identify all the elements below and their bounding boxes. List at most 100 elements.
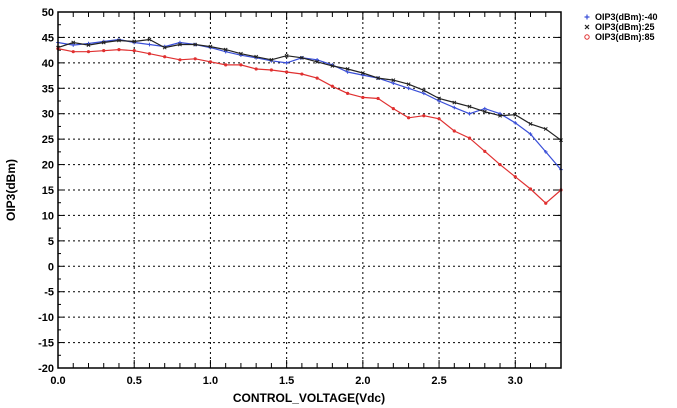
data-point	[361, 95, 365, 100]
legend-item: OIP3(dBm):-40	[584, 12, 658, 22]
data-point	[193, 42, 198, 47]
legend-marker	[584, 34, 590, 40]
data-point	[391, 81, 396, 85]
data-point	[528, 187, 533, 191]
data-point	[391, 107, 395, 111]
data-point	[269, 68, 273, 72]
data-point	[117, 48, 121, 52]
data-point	[528, 121, 533, 126]
data-point	[86, 43, 91, 48]
x-tick-label: 1.0	[203, 375, 218, 387]
data-point	[208, 44, 213, 49]
series-line	[57, 38, 562, 171]
data-point	[285, 70, 289, 74]
y-tick-label: 15	[42, 185, 54, 197]
data-point	[147, 52, 152, 56]
data-point	[223, 47, 228, 52]
legend-label: OIP3(dBm):85	[595, 32, 655, 42]
y-tick-label: 50	[42, 7, 54, 19]
legend-item: OIP3(dBm):25	[584, 22, 655, 32]
data-point	[71, 50, 75, 54]
y-axis-ticks: -20 -15 -10 -5 0 5 10 15 20 25 30 35 40 45 50	[38, 7, 561, 375]
data-point	[406, 82, 411, 87]
data-point	[315, 59, 320, 64]
x-tick-label: 0.0	[50, 375, 65, 387]
data-point	[300, 72, 304, 76]
series-line	[57, 38, 562, 141]
y-tick-label: -15	[38, 338, 54, 350]
data-point	[239, 63, 243, 67]
x-axis-ticks: 0.0 0.5 1.0 1.5 2.0 2.5 3.0	[50, 12, 562, 387]
x-tick-label: 3.0	[508, 375, 523, 387]
y-tick-label: 10	[42, 210, 54, 222]
data-point	[330, 84, 334, 88]
data-point	[162, 45, 167, 50]
data-point	[498, 111, 502, 116]
data-point	[71, 43, 76, 47]
y-tick-label: 5	[48, 236, 54, 248]
data-point	[467, 104, 472, 109]
y-axis-title: OIP3(dBm)	[4, 159, 18, 221]
data-point	[543, 127, 548, 131]
x-tick-label: 2.0	[355, 375, 370, 387]
grid-lines	[58, 12, 561, 368]
data-point	[406, 86, 411, 91]
data-point	[452, 100, 457, 105]
data-series	[56, 37, 563, 205]
data-point	[86, 50, 91, 54]
y-tick-label: 25	[42, 134, 54, 146]
data-point	[482, 106, 487, 111]
data-point	[178, 40, 182, 45]
data-point	[360, 71, 365, 75]
data-point	[117, 38, 121, 43]
data-point	[406, 116, 411, 120]
data-point	[437, 96, 442, 101]
legend-marker	[584, 14, 590, 20]
legend-label: OIP3(dBm):25	[595, 22, 655, 32]
series-line	[57, 48, 562, 205]
legend-label: OIP3(dBm):-40	[595, 12, 658, 22]
data-point	[437, 117, 441, 121]
data-point	[452, 105, 457, 110]
y-tick-label: 35	[42, 83, 54, 95]
data-point	[513, 175, 517, 179]
data-point	[361, 73, 365, 77]
data-point	[452, 129, 456, 133]
data-point	[391, 78, 396, 83]
x-tick-label: 2.5	[431, 375, 446, 387]
x-tick-label: 1.5	[279, 375, 294, 387]
data-point	[193, 57, 197, 61]
y-tick-label: 0	[48, 261, 54, 273]
legend-marker	[584, 24, 590, 30]
data-point	[284, 61, 289, 65]
y-tick-label: -20	[38, 363, 54, 375]
data-point	[513, 121, 518, 125]
data-point	[544, 201, 548, 205]
data-point	[315, 58, 319, 62]
data-point	[71, 40, 76, 45]
data-point	[467, 136, 472, 140]
data-point	[513, 112, 518, 117]
data-point	[102, 49, 106, 53]
data-point	[467, 111, 472, 116]
data-point	[177, 42, 182, 47]
data-point	[238, 51, 243, 56]
data-point	[254, 67, 258, 71]
y-tick-label: 45	[42, 32, 54, 44]
data-point	[421, 88, 426, 93]
data-point	[498, 113, 502, 118]
data-point	[376, 76, 381, 81]
data-point	[163, 55, 167, 59]
data-point	[528, 132, 533, 136]
data-point	[224, 63, 228, 67]
data-point	[498, 162, 502, 167]
data-point	[208, 60, 213, 64]
y-tick-label: 20	[42, 160, 54, 172]
data-point	[147, 37, 152, 42]
data-point	[147, 42, 152, 47]
data-point	[345, 67, 350, 71]
plot-area-frame	[57, 11, 562, 369]
data-point	[422, 91, 426, 96]
